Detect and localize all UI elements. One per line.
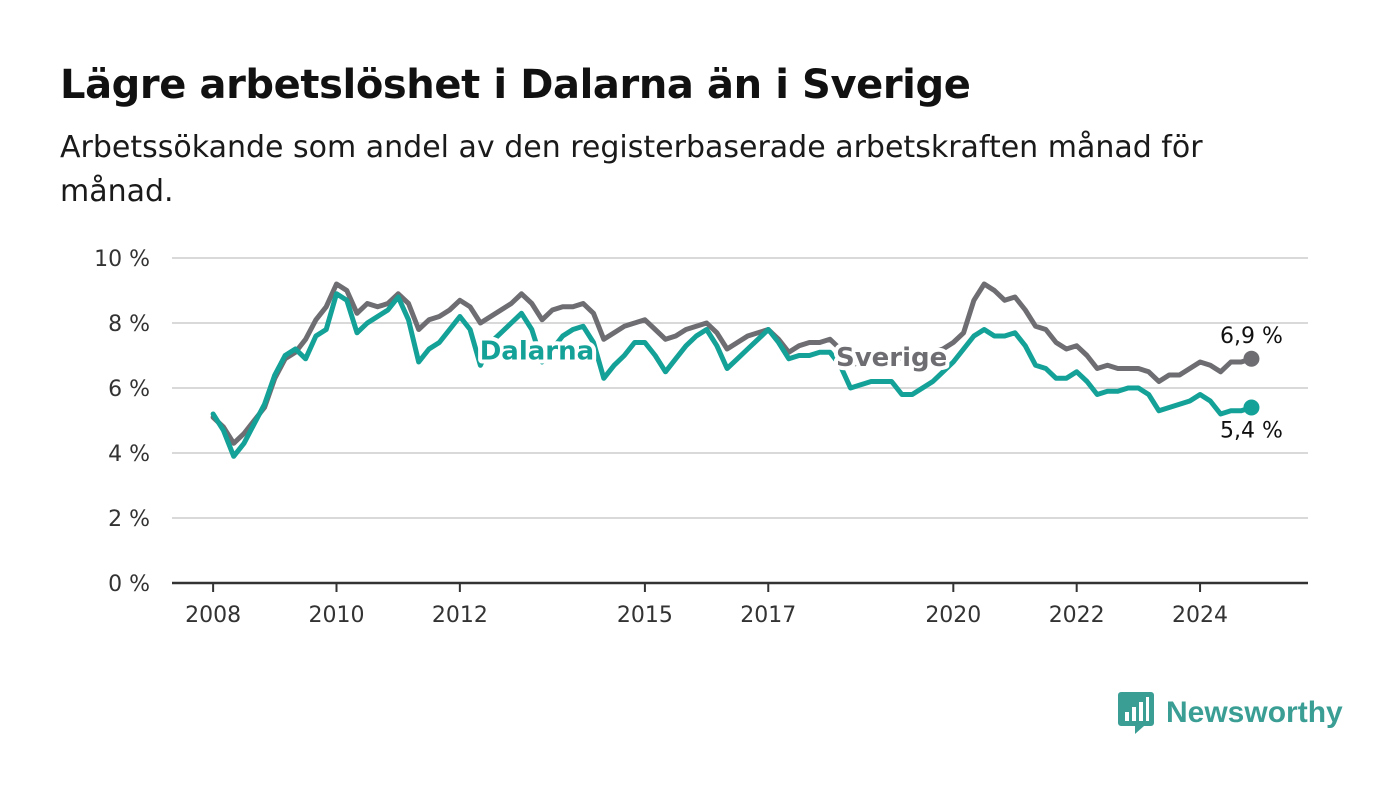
bar-chart-speech-bubble-icon <box>1118 692 1154 734</box>
series-line-dalarna <box>210 291 1254 459</box>
y-tick-label: 0 % <box>108 572 150 597</box>
y-tick-label: 4 % <box>108 442 150 467</box>
end-point-dalarna <box>1243 399 1260 416</box>
brand-icon-bar-3 <box>1139 702 1143 721</box>
x-tick-label: 2012 <box>432 603 488 628</box>
brand-icon-bar-1 <box>1125 712 1129 721</box>
end-value-label-dalarna: 5,4 % <box>1220 419 1283 444</box>
end-point-sverige <box>1243 350 1260 367</box>
chart-labels: 6,9 % 5,4 % Sverige Dalarna <box>476 324 1283 444</box>
x-tick-label: 2017 <box>740 603 796 628</box>
x-tick-label: 2008 <box>185 603 241 628</box>
y-tick-label: 6 % <box>108 377 150 402</box>
chart-subtitle: Arbetssökande som andel av den registerb… <box>60 130 1203 209</box>
y-tick-label: 10 % <box>94 247 150 272</box>
newsworthy-logo: Newsworthy <box>1118 690 1343 736</box>
x-tick-label: 2015 <box>617 603 673 628</box>
y-axis: 0 % 2 % 4 % 6 % 8 % 10 % <box>94 247 150 597</box>
series-lines <box>210 281 1260 459</box>
x-tick-label: 2010 <box>308 603 364 628</box>
x-axis: 2008 2010 2012 2015 2017 2020 2022 2024 <box>172 581 1308 628</box>
y-tick-label: 2 % <box>108 507 150 532</box>
series-line-sverige <box>210 281 1254 446</box>
brand-icon-bar-4 <box>1146 697 1149 721</box>
series-name-label-sverige: Sverige <box>836 343 947 373</box>
x-tick-label: 2024 <box>1172 603 1228 628</box>
x-tick-label: 2022 <box>1049 603 1105 628</box>
series-name-label-dalarna: Dalarna <box>480 337 594 367</box>
gridlines <box>172 257 1308 519</box>
x-tick-label: 2020 <box>925 603 981 628</box>
brand-name: Newsworthy <box>1166 696 1343 729</box>
end-value-label-sverige: 6,9 % <box>1220 324 1283 349</box>
y-tick-label: 8 % <box>108 312 150 337</box>
brand-icon-bar-2 <box>1132 707 1136 721</box>
chart-title: Lägre arbetslöshet i Dalarna än i Sverig… <box>60 62 971 108</box>
